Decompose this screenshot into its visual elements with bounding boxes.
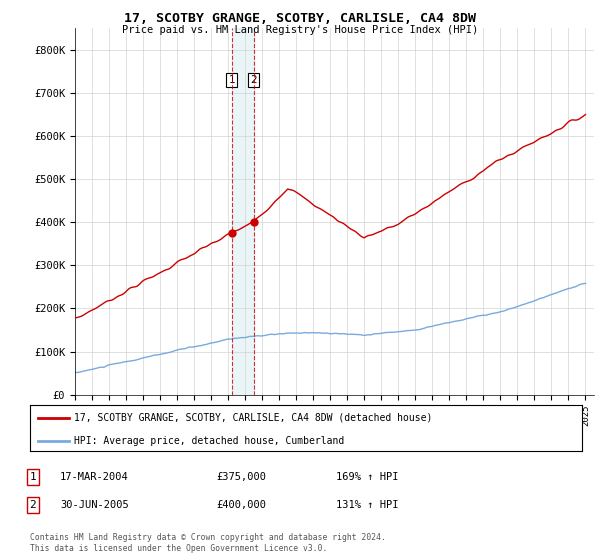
- Text: 2: 2: [29, 500, 37, 510]
- Text: Price paid vs. HM Land Registry's House Price Index (HPI): Price paid vs. HM Land Registry's House …: [122, 25, 478, 35]
- Text: 30-JUN-2005: 30-JUN-2005: [60, 500, 129, 510]
- Text: £400,000: £400,000: [216, 500, 266, 510]
- Text: 1: 1: [29, 472, 37, 482]
- Bar: [232, 28, 254, 395]
- Text: 169% ↑ HPI: 169% ↑ HPI: [336, 472, 398, 482]
- Text: 17, SCOTBY GRANGE, SCOTBY, CARLISLE, CA4 8DW: 17, SCOTBY GRANGE, SCOTBY, CARLISLE, CA4…: [124, 12, 476, 25]
- Text: 17-MAR-2004: 17-MAR-2004: [60, 472, 129, 482]
- Text: 17, SCOTBY GRANGE, SCOTBY, CARLISLE, CA4 8DW (detached house): 17, SCOTBY GRANGE, SCOTBY, CARLISLE, CA4…: [74, 413, 433, 423]
- Text: £375,000: £375,000: [216, 472, 266, 482]
- Text: 2: 2: [250, 75, 257, 85]
- Text: 131% ↑ HPI: 131% ↑ HPI: [336, 500, 398, 510]
- Text: Contains HM Land Registry data © Crown copyright and database right 2024.
This d: Contains HM Land Registry data © Crown c…: [30, 533, 386, 553]
- Text: 1: 1: [229, 75, 235, 85]
- Text: HPI: Average price, detached house, Cumberland: HPI: Average price, detached house, Cumb…: [74, 436, 344, 446]
